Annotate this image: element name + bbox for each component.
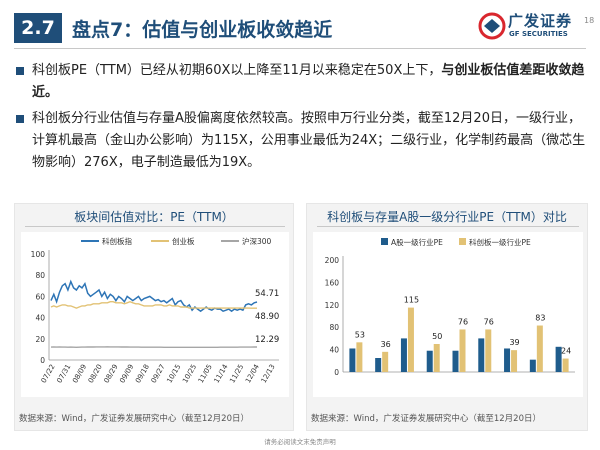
bar-data-label: 115 bbox=[404, 296, 419, 305]
x-tick-label: 09/27 bbox=[150, 363, 167, 384]
bar bbox=[349, 348, 356, 372]
y-tick-label: 20 bbox=[35, 335, 45, 344]
x-tick-label: 09/18 bbox=[134, 363, 151, 384]
bar bbox=[452, 350, 459, 372]
series-end-label: 48.90 bbox=[255, 312, 279, 322]
series-end-label: 12.29 bbox=[255, 335, 279, 345]
bullet-list: 科创板PE（TTM）已经从初期60X以上降至11月以来稳定在50X上下，与创业板… bbox=[14, 60, 589, 178]
bar bbox=[375, 358, 382, 372]
bullet-text: 科创板分行业估值与存量A股偏离度依然较高。按照申万行业分类，截至12月20日，一… bbox=[32, 111, 586, 170]
bar-chart-area: A股一级行业PE 科创板一级行业PE 0 40 80 120 160 200 53 36 115 50… bbox=[313, 232, 583, 397]
chart-source: 数据来源：Wind，广发证券发展研究中心（截至12月20日） bbox=[19, 414, 249, 424]
y-tick-label: 0 bbox=[334, 368, 339, 377]
header-divider bbox=[14, 48, 586, 49]
x-tick-label: 10/15 bbox=[165, 363, 182, 384]
panel-title: 科创板与存量A股一级分行业PE（TTM）对比 bbox=[327, 210, 567, 224]
y-tick-label: 80 bbox=[329, 323, 339, 332]
panel-divider bbox=[25, 226, 285, 227]
x-tick-label: 12/13 bbox=[260, 363, 277, 384]
bar-data-label: 76 bbox=[484, 317, 494, 326]
series-end-label: 54.71 bbox=[255, 289, 279, 299]
company-logo: 广发证券 GF SECURITIES bbox=[478, 10, 578, 44]
bar bbox=[459, 329, 466, 372]
bar bbox=[504, 348, 511, 372]
valuation-comparison-panel: 板块间估值对比：PE（TTM） 科创板指 创业板 沪深300 0 20 40 60 80 100… bbox=[14, 203, 294, 431]
bar bbox=[529, 359, 536, 372]
y-tick-label: 60 bbox=[35, 292, 45, 301]
bar-data-label: 36 bbox=[381, 340, 391, 349]
bar-data-label: 76 bbox=[458, 317, 468, 326]
y-tick-label: 200 bbox=[325, 256, 340, 265]
x-tick-label: 08/09 bbox=[71, 363, 88, 384]
y-tick-label: 40 bbox=[35, 314, 45, 323]
y-tick-label: 120 bbox=[325, 301, 340, 310]
bullet-square-icon bbox=[16, 115, 24, 123]
page-number: 18 bbox=[584, 16, 595, 25]
legend-label: 科创板一级行业PE bbox=[469, 237, 531, 247]
bar bbox=[400, 338, 407, 372]
y-tick-label: 0 bbox=[40, 356, 45, 365]
series-line bbox=[50, 300, 257, 309]
legend-swatch bbox=[459, 238, 466, 245]
bar bbox=[511, 350, 518, 372]
x-tick-label: 11/14 bbox=[213, 363, 230, 385]
bar bbox=[407, 307, 414, 372]
x-tick-label: 08/20 bbox=[87, 363, 104, 384]
x-tick-label: 10/25 bbox=[181, 363, 198, 384]
section-number-badge: 2.7 bbox=[14, 13, 62, 43]
bullet-item: 科创板分行业估值与存量A股偏离度依然较高。按照申万行业分类，截至12月20日，一… bbox=[14, 108, 589, 174]
bar bbox=[478, 338, 485, 372]
bar-data-label: 53 bbox=[355, 330, 365, 339]
bar bbox=[356, 342, 363, 372]
y-tick-label: 100 bbox=[31, 250, 46, 259]
legend-label: 创业板 bbox=[172, 236, 195, 246]
bullet-text: 科创板PE（TTM）已经从初期60X以上降至11月以来稳定在50X上下， bbox=[32, 63, 442, 78]
bullet-square-icon bbox=[16, 67, 24, 75]
bar-data-label: 50 bbox=[432, 332, 442, 341]
bar-chart: A股一级行业PE 科创板一级行业PE 0 40 80 120 160 200 53 36 115 50… bbox=[325, 237, 575, 377]
industry-pe-panel: 科创板与存量A股一级分行业PE（TTM）对比 A股一级行业PE 科创板一级行业PE… bbox=[306, 203, 588, 431]
bar-data-label: 83 bbox=[535, 314, 545, 323]
bar bbox=[485, 329, 492, 372]
logo-mark-icon bbox=[478, 12, 506, 40]
x-tick-label: 11/25 bbox=[228, 363, 245, 384]
panel-divider bbox=[317, 226, 579, 227]
x-tick-label: 07/22 bbox=[40, 363, 57, 384]
bar-data-label: 39 bbox=[509, 338, 519, 347]
x-tick-label: 07/31 bbox=[55, 363, 72, 384]
bar bbox=[382, 351, 389, 372]
series-line bbox=[50, 279, 258, 313]
legend-label: A股一级行业PE bbox=[391, 237, 443, 247]
x-tick-label: 08/29 bbox=[103, 363, 120, 384]
bar bbox=[433, 344, 440, 372]
bullet-bold-text: 与创业板估值差距收敛趋近。 bbox=[32, 63, 585, 100]
line-chart: 科创板指 创业板 沪深30002040608010007/2207/3108/090… bbox=[31, 236, 280, 385]
panel-title: 板块间估值对比：PE（TTM） bbox=[74, 210, 234, 224]
slide-header: 2.7 盘点7：估值与创业板收敛趋近 广发证券 GF SECURITIES 18 bbox=[0, 0, 600, 52]
logo-name-en: GF SECURITIES bbox=[509, 30, 568, 38]
logo-name-cn: 广发证券 bbox=[508, 12, 573, 30]
disclaimer-footer: 请务必阅读文末免责声明 bbox=[264, 438, 336, 446]
series-line bbox=[50, 346, 257, 349]
bar bbox=[426, 350, 433, 372]
bar-data-label: 24 bbox=[561, 347, 571, 356]
chart-source: 数据来源：Wind，广发证券发展研究中心（截至12月20日） bbox=[311, 414, 541, 424]
line-chart-area: 科创板指 创业板 沪深300 0 20 40 60 80 100 07/22 07/31 08/09 0… bbox=[21, 232, 289, 397]
y-tick-label: 160 bbox=[325, 278, 340, 287]
legend-label: 沪深300 bbox=[242, 236, 272, 246]
x-tick-label: 11/05 bbox=[197, 363, 214, 384]
x-tick-label: 12/04 bbox=[244, 363, 261, 385]
slide-title: 盘点7：估值与创业板收敛趋近 bbox=[72, 19, 333, 41]
x-tick-label: 09/09 bbox=[118, 363, 135, 384]
legend-label: 科创板指 bbox=[102, 236, 132, 246]
bar bbox=[536, 325, 543, 372]
legend-swatch bbox=[381, 238, 388, 245]
y-tick-label: 80 bbox=[35, 271, 45, 280]
bar bbox=[555, 346, 562, 372]
bullet-item: 科创板PE（TTM）已经从初期60X以上降至11月以来稳定在50X上下，与创业板… bbox=[14, 60, 589, 104]
y-tick-label: 40 bbox=[329, 346, 339, 355]
bar bbox=[562, 358, 569, 372]
